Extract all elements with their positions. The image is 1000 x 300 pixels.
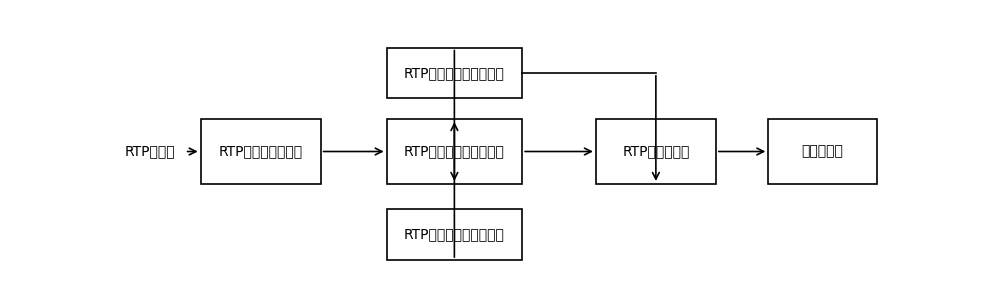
Text: RTP数据包双向链表队列: RTP数据包双向链表队列 [404, 145, 505, 158]
Text: RTP数据包乱序处理模块: RTP数据包乱序处理模块 [404, 228, 505, 242]
Text: RTP数据包: RTP数据包 [124, 145, 175, 158]
Text: RTP帧链表队列: RTP帧链表队列 [622, 145, 690, 158]
Bar [201, 119, 321, 184]
Text: RTP数据包接收模块: RTP数据包接收模块 [219, 145, 303, 158]
Text: RTP数据包重新组帧模块: RTP数据包重新组帧模块 [404, 66, 505, 80]
Text: 解码缓冲区: 解码缓冲区 [802, 145, 843, 158]
Bar [768, 119, 877, 184]
Bar [387, 209, 522, 260]
Bar [387, 47, 522, 98]
Bar [387, 119, 522, 184]
Bar [596, 119, 716, 184]
